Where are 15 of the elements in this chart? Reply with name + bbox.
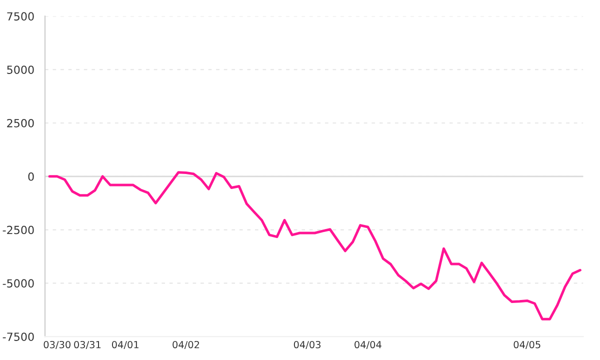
y-tick-label: 5000 — [7, 66, 34, 74]
y-tick-label: -2500 — [2, 226, 34, 234]
x-tick-label: 04/03 — [294, 340, 321, 350]
x-tick-label: 04/04 — [354, 340, 382, 350]
y-tick-label: -7500 — [2, 332, 34, 341]
y-tick-label: -5000 — [2, 279, 34, 288]
y-tick-label: 7500 — [7, 12, 34, 21]
x-tick-label: 04/05 — [514, 340, 540, 350]
x-tick-label: 03/30 — [44, 340, 70, 350]
y-tick-label: 2500 — [7, 118, 34, 128]
x-tick-label: 04/02 — [172, 340, 200, 350]
line-series — [48, 171, 582, 320]
x-tick-label: 04/01 — [112, 340, 138, 350]
x-tick-label: 03/31 — [74, 340, 101, 350]
y-tick-label: 0 — [28, 172, 34, 181]
